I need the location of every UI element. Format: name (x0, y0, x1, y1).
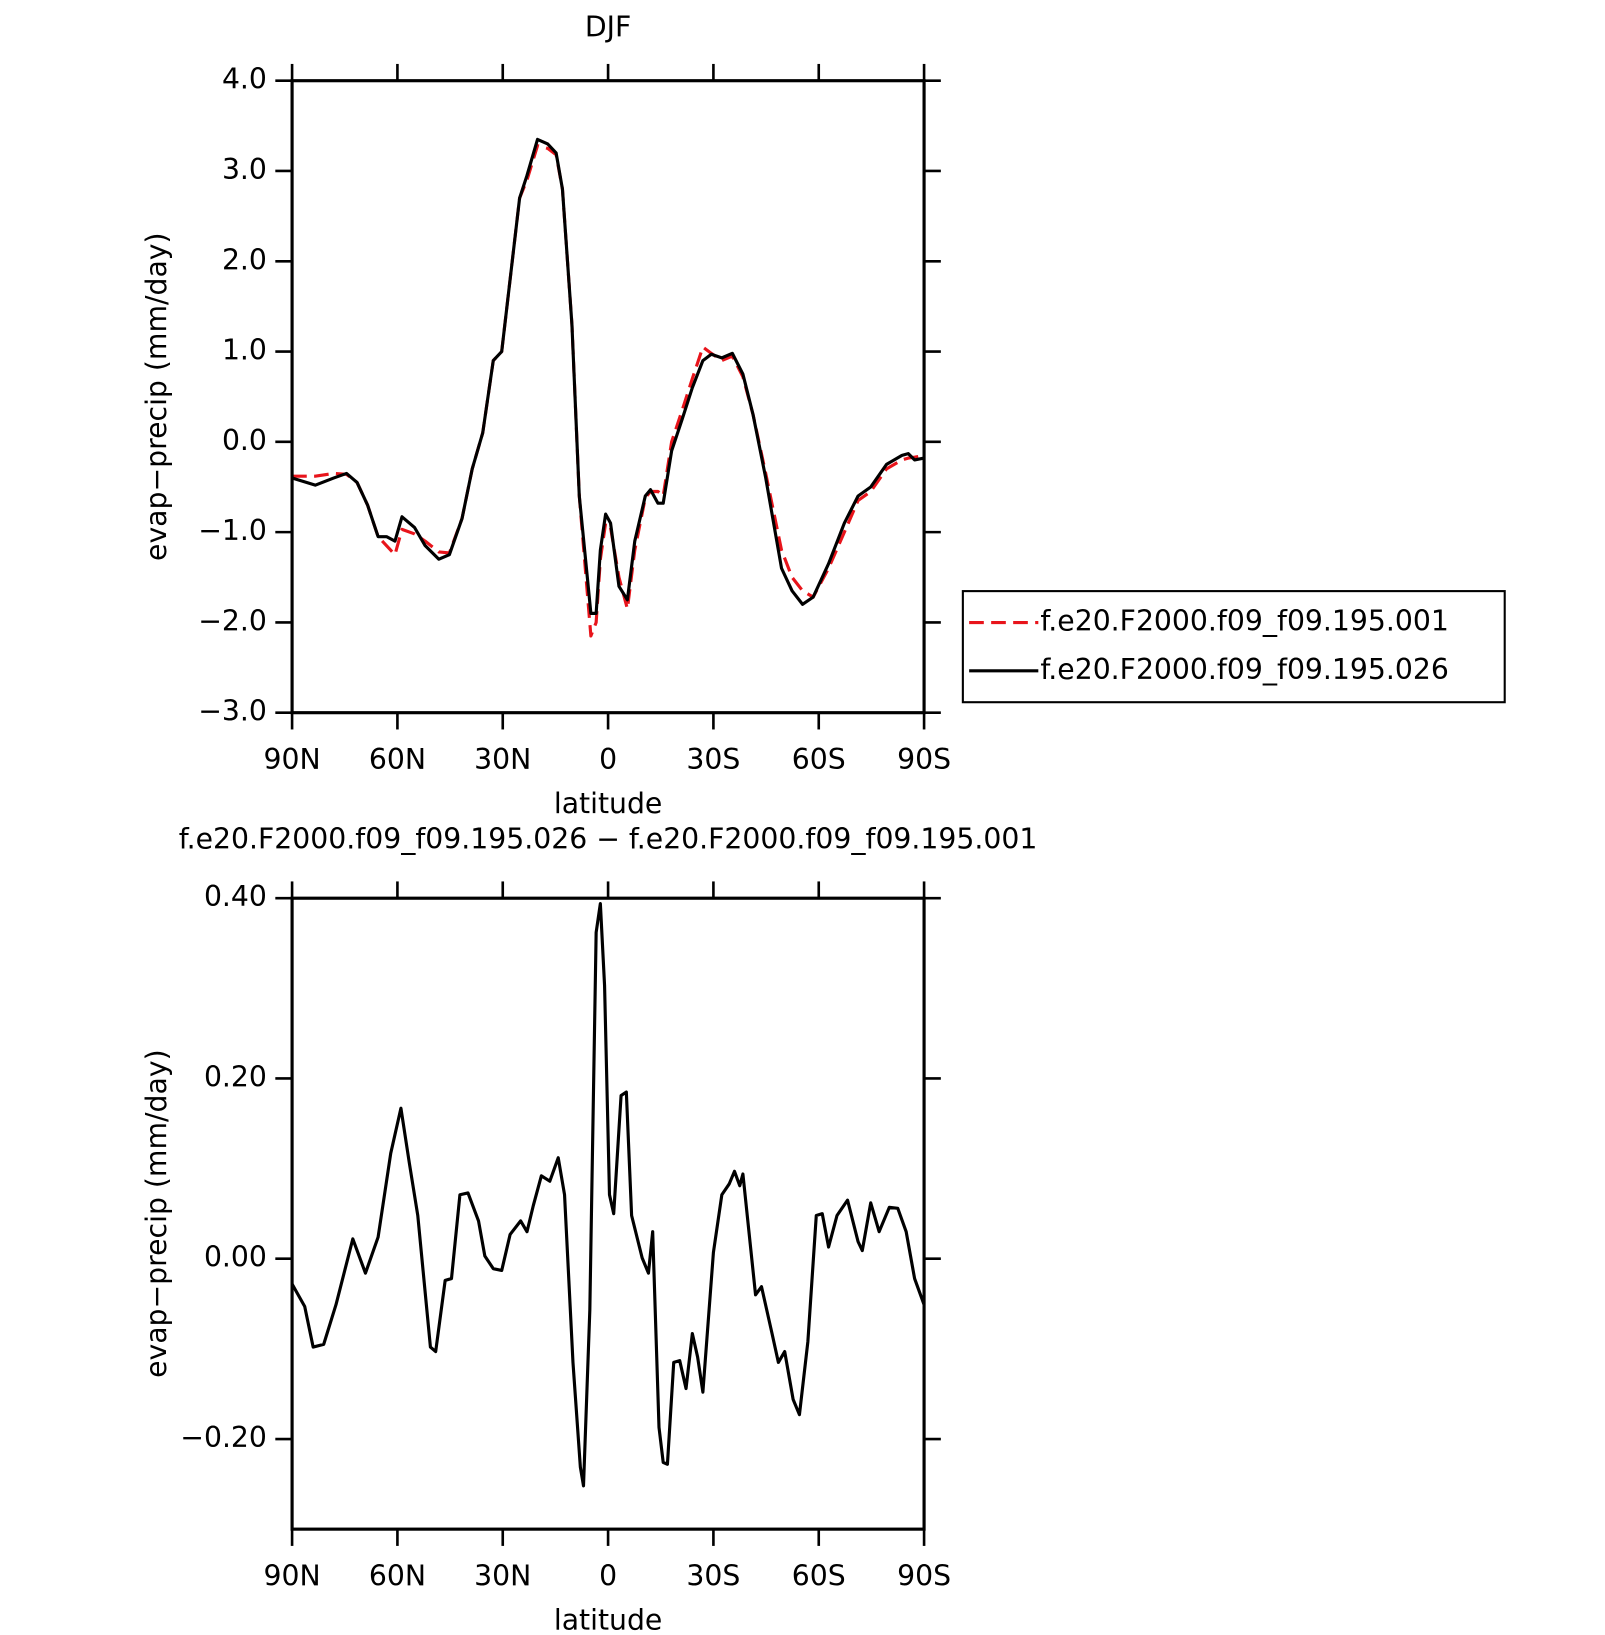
x-tick-label: 60N (369, 743, 426, 776)
legend-box (961, 590, 1506, 704)
x-axis-label: latitude (554, 1603, 663, 1635)
data-line (291, 137, 925, 615)
x-tick-label: 60N (369, 1559, 426, 1592)
y-tick-label: 4.0 (222, 63, 267, 96)
chart-title: DJF (585, 10, 631, 43)
y-tick-label: 0.20 (204, 1060, 267, 1093)
x-tick-label: 30N (474, 1559, 531, 1592)
y-tick-label: −2.0 (198, 604, 267, 637)
y-tick-label: 3.0 (222, 153, 267, 186)
x-tick-label: 60S (792, 1559, 846, 1592)
x-tick-label: 90N (264, 1559, 321, 1592)
data-line (290, 902, 926, 1488)
y-tick-label: 1.0 (222, 334, 267, 367)
chart-title: f.e20.F2000.f09_f09.195.026 − f.e20.F200… (179, 823, 1038, 856)
x-tick-label: 30S (686, 1559, 740, 1592)
y-tick-label: −3.0 (198, 695, 267, 728)
y-tick-label: −0.20 (180, 1421, 267, 1454)
y-tick-label: 0.0 (222, 424, 267, 457)
data-line (292, 144, 925, 638)
y-tick-label: −1.0 (198, 514, 267, 547)
y-axis-label: evap−precip (mm/day) (140, 232, 173, 561)
x-tick-label: 0 (599, 743, 617, 776)
x-tick-label: 90S (897, 743, 951, 776)
legend-label: f.e20.F2000.f09_f09.195.001 (1040, 605, 1448, 638)
x-tick-label: 90N (264, 743, 321, 776)
x-tick-label: 30N (474, 743, 531, 776)
y-tick-label: 2.0 (222, 243, 267, 276)
x-axis-label: latitude (554, 787, 663, 820)
y-tick-label: 0.40 (204, 880, 267, 913)
plot-frame (290, 896, 926, 1531)
y-tick-label: 0.00 (204, 1241, 267, 1274)
x-tick-label: 60S (792, 743, 846, 776)
x-tick-label: 90S (897, 1559, 951, 1592)
x-tick-label: 30S (686, 743, 740, 776)
y-axis-label: evap−precip (mm/day) (140, 1049, 173, 1378)
x-tick-label: 0 (599, 1559, 617, 1592)
plot-frame (290, 79, 926, 715)
legend-label: f.e20.F2000.f09_f09.195.026 (1040, 653, 1448, 686)
